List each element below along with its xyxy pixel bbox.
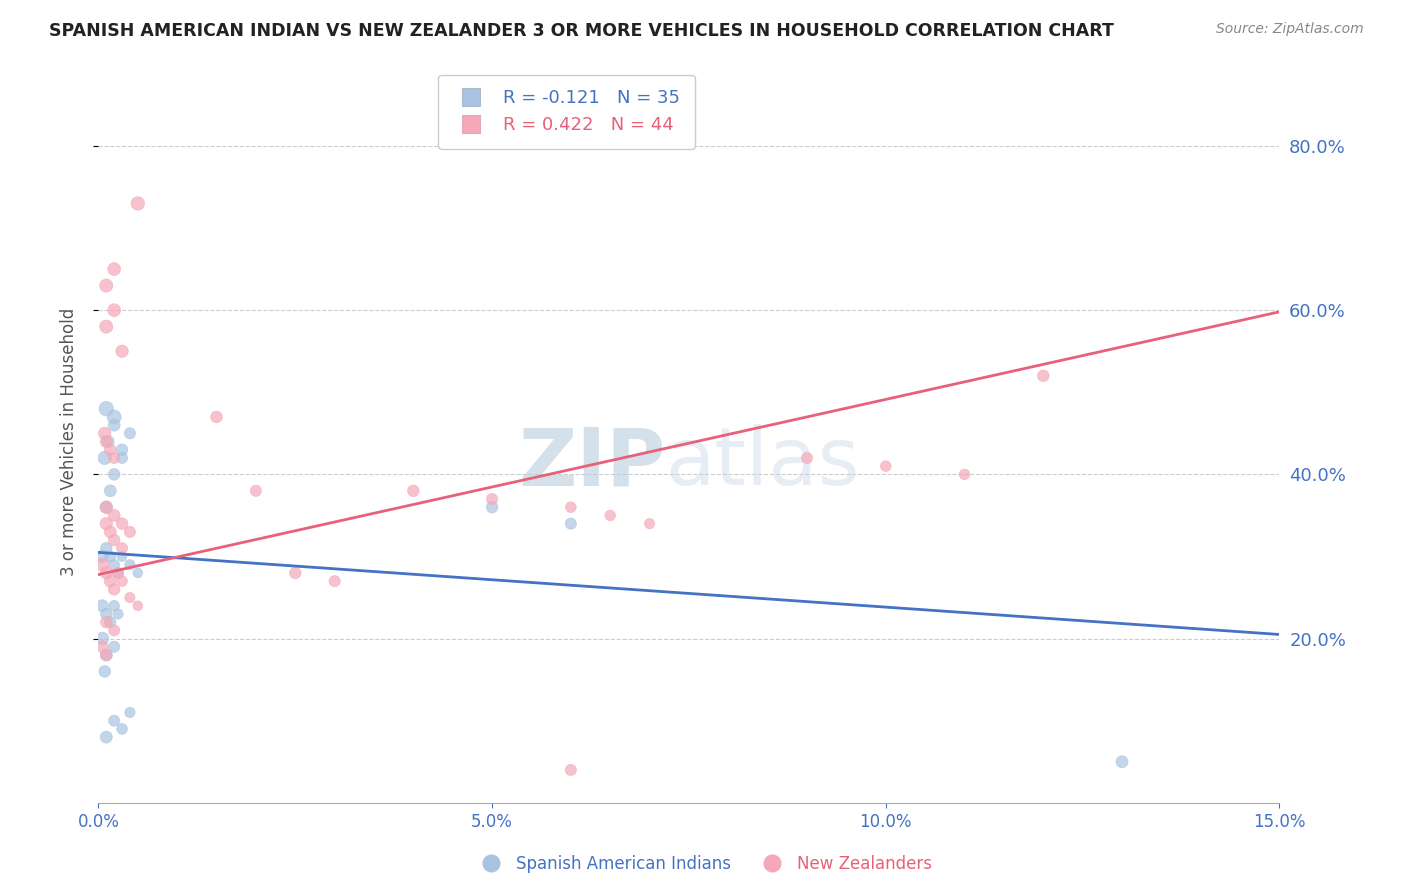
Point — [98, 574, 121, 588]
Text: Source: ZipAtlas.com: Source: ZipAtlas.com — [1216, 22, 1364, 37]
Point — [111, 442, 134, 457]
Point — [91, 640, 114, 654]
Point — [323, 574, 346, 588]
Point — [111, 549, 134, 564]
Point — [96, 615, 118, 630]
Point — [111, 541, 134, 556]
Point — [96, 648, 118, 662]
Point — [118, 558, 141, 572]
Point — [481, 491, 503, 506]
Point — [103, 599, 125, 613]
Point — [953, 467, 976, 482]
Point — [91, 599, 114, 613]
Point — [638, 516, 661, 531]
Point — [96, 566, 118, 580]
Point — [103, 409, 125, 424]
Point — [96, 401, 118, 416]
Point — [118, 426, 141, 441]
Legend: R = -0.121   N = 35, R = 0.422   N = 44: R = -0.121 N = 35, R = 0.422 N = 44 — [439, 75, 695, 149]
Point — [245, 483, 267, 498]
Point — [107, 566, 129, 580]
Point — [796, 450, 818, 465]
Point — [103, 624, 125, 638]
Point — [96, 500, 118, 515]
Point — [96, 516, 118, 531]
Point — [560, 516, 582, 531]
Point — [93, 426, 115, 441]
Point — [98, 524, 121, 539]
Point — [96, 500, 118, 515]
Point — [127, 196, 149, 211]
Point — [103, 533, 125, 547]
Text: SPANISH AMERICAN INDIAN VS NEW ZEALANDER 3 OR MORE VEHICLES IN HOUSEHOLD CORRELA: SPANISH AMERICAN INDIAN VS NEW ZEALANDER… — [49, 22, 1114, 40]
Point — [127, 599, 149, 613]
Point — [96, 278, 118, 293]
Point — [111, 574, 134, 588]
Point — [97, 434, 120, 449]
Point — [96, 607, 118, 621]
Point — [107, 607, 129, 621]
Point — [103, 582, 125, 597]
Point — [875, 459, 897, 474]
Point — [98, 442, 121, 457]
Point — [1111, 755, 1133, 769]
Legend: Spanish American Indians, New Zealanders: Spanish American Indians, New Zealanders — [467, 848, 939, 880]
Point — [103, 640, 125, 654]
Point — [91, 558, 114, 572]
Point — [98, 615, 121, 630]
Point — [103, 303, 125, 318]
Point — [111, 344, 134, 359]
Point — [103, 418, 125, 433]
Point — [111, 516, 134, 531]
Point — [1032, 368, 1054, 383]
Text: atlas: atlas — [665, 425, 859, 502]
Point — [107, 566, 129, 580]
Point — [118, 524, 141, 539]
Point — [481, 500, 503, 515]
Point — [103, 467, 125, 482]
Point — [127, 566, 149, 580]
Point — [96, 434, 118, 449]
Point — [111, 450, 134, 465]
Point — [402, 483, 425, 498]
Point — [96, 730, 118, 744]
Point — [93, 665, 115, 679]
Point — [91, 549, 114, 564]
Point — [560, 500, 582, 515]
Point — [98, 483, 121, 498]
Point — [96, 319, 118, 334]
Point — [103, 508, 125, 523]
Y-axis label: 3 or more Vehicles in Household: 3 or more Vehicles in Household — [59, 308, 77, 575]
Point — [284, 566, 307, 580]
Point — [93, 450, 115, 465]
Point — [103, 450, 125, 465]
Point — [118, 591, 141, 605]
Point — [98, 549, 121, 564]
Point — [599, 508, 621, 523]
Point — [205, 409, 228, 424]
Point — [111, 722, 134, 736]
Text: ZIP: ZIP — [517, 425, 665, 502]
Point — [118, 706, 141, 720]
Point — [96, 648, 118, 662]
Point — [103, 262, 125, 277]
Point — [96, 541, 118, 556]
Point — [91, 632, 114, 646]
Point — [560, 763, 582, 777]
Point — [103, 558, 125, 572]
Point — [103, 714, 125, 728]
